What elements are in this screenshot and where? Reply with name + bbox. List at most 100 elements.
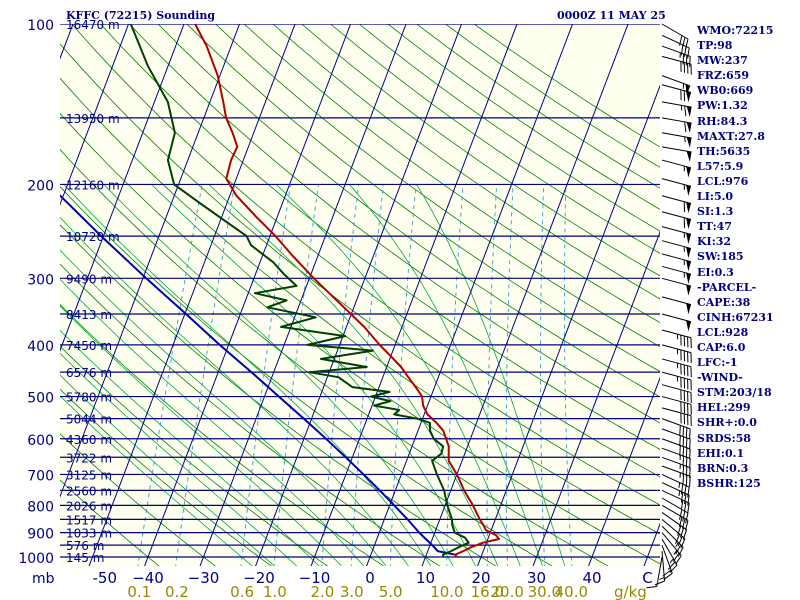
wind-barb: [661, 358, 692, 378]
mixing-ratio-label: 2.0: [310, 583, 334, 600]
isotherm-line: [0, 12, 22, 568]
wind-barb: [661, 371, 692, 391]
mixing-ratio-line: [240, 184, 291, 566]
wind-barb: [661, 512, 688, 540]
moist-adiabat-line: [208, 184, 499, 566]
mixing-ratio-label: 1.0: [263, 583, 287, 600]
isotherm-line: [532, 230, 660, 566]
wind-barb: [661, 473, 690, 498]
height-label: 3125 m: [66, 468, 112, 482]
wind-barb: [661, 45, 691, 67]
dry-adiabat-line: [301, 24, 660, 277]
height-label: 10720 m: [66, 230, 120, 244]
dry-adiabat-line: [330, 24, 660, 254]
wind-barb: [661, 159, 692, 178]
mixing-ratio-line: [137, 184, 203, 566]
stat-line: CINH:67231: [697, 310, 774, 324]
isotherm-line: [88, 24, 296, 566]
sounding-time: 0000Z 11 MAY 25: [557, 9, 666, 22]
height-label: 576 m: [66, 539, 104, 553]
wind-barb: [661, 532, 682, 565]
height-label: 16470 m: [66, 18, 120, 32]
mixing-ratio-label: 20.0: [491, 583, 524, 600]
mixing-ratio-label: 30.0: [528, 583, 561, 600]
dry-adiabat-line: [60, 224, 497, 566]
mixing-ratio-label: 40.0: [555, 583, 588, 600]
wind-barb: [661, 277, 692, 296]
mixing-ratio-label: 10.0: [430, 583, 463, 600]
temperature-tick-label: C: [642, 569, 652, 587]
temperature-tick-label: 30: [527, 569, 546, 587]
isotherm-line: [310, 24, 518, 566]
stat-line: WMO:72215: [697, 24, 774, 37]
isotherm-line: [60, 24, 185, 352]
dry-adiabat-line: [129, 24, 660, 424]
wind-barb: [661, 456, 691, 478]
pressure-label: 700: [27, 468, 54, 484]
temperature-tick-label: 20: [471, 569, 490, 587]
wind-barb: [661, 465, 691, 487]
wind-barb: [661, 329, 692, 349]
wind-barb: [661, 504, 689, 531]
stat-line: TH:5635: [697, 144, 751, 158]
mixing-ratio-line: [273, 184, 319, 566]
moist-adiabat-line: [60, 278, 365, 566]
stat-line: L57:5.9: [697, 159, 744, 173]
wind-barb: [661, 23, 689, 50]
moist-adiabat-line: [60, 249, 387, 566]
temperature-tick-label: −30: [188, 569, 220, 587]
wind-barb: [661, 447, 691, 469]
wind-barb: [661, 132, 692, 148]
mixing-ratio-label: 3.0: [340, 583, 364, 600]
height-label: 1033 m: [66, 527, 112, 541]
isotherm-line: [60, 24, 241, 498]
dry-adiabat-line: [157, 24, 660, 398]
mixing-ratio-line: [389, 184, 417, 566]
moist-adiabat-line: [60, 374, 275, 566]
stat-line: CAP:6.0: [697, 340, 746, 354]
pressure-unit-label: mb: [32, 571, 55, 587]
stat-line: WB0:669: [697, 84, 754, 98]
stat-line: SHR+:0.0: [697, 416, 757, 430]
temperature-tick-label: 10: [416, 569, 435, 587]
wind-barb: [661, 226, 692, 245]
dewpoint-trace: [129, 24, 470, 558]
plot-area: [60, 24, 660, 566]
stat-line: SW:185: [697, 250, 744, 264]
dry-adiabat-line: [60, 433, 216, 566]
height-label: 3722 m: [66, 451, 112, 465]
mixing-ratio-line: [486, 184, 498, 566]
height-label: 5780 m: [66, 391, 112, 405]
stat-line: SI:1.3: [697, 205, 734, 219]
temperature-tick-label: 0: [365, 569, 375, 587]
mixing-ratio-line: [563, 184, 573, 566]
isotherm-line: [199, 24, 407, 566]
stat-line: -PARCEL-: [697, 280, 757, 294]
temperature-tick-label: −20: [243, 569, 275, 587]
stats-panel: WMO:72215 TP:98 MW:237 FRZ:659 WB0:669 PW:1.3…: [697, 23, 797, 491]
height-label: 6576 m: [66, 366, 112, 380]
dry-adiabat-line: [60, 77, 660, 535]
mixing-ratio-label: 5.0: [379, 583, 403, 600]
wind-barb: [661, 34, 690, 59]
dry-adiabat-line: [243, 24, 660, 324]
mixing-ratio-line: [321, 184, 360, 566]
isotherm-line: [144, 24, 352, 566]
wind-barb: [661, 178, 692, 197]
wind-barb: [661, 265, 692, 284]
mixing-ratio-line: [505, 184, 514, 566]
stat-line: CAPE:38: [697, 295, 751, 309]
mixing-ratio-label: 0.2: [165, 583, 189, 600]
isotherm-line: [255, 24, 463, 566]
mixing-ratio-label: 16.0: [471, 583, 504, 600]
wind-barb: [661, 544, 673, 580]
temperature-trace: [194, 24, 500, 558]
wind-barb: [661, 407, 692, 427]
mixing-ratio-unit: g/kg: [614, 583, 647, 600]
stat-line: LCL:976: [697, 174, 749, 188]
mixing-ratio-line: [350, 184, 384, 566]
moist-adiabat-line: [416, 184, 566, 566]
parcel-trace: [60, 194, 456, 556]
wind-barb: [661, 428, 691, 450]
